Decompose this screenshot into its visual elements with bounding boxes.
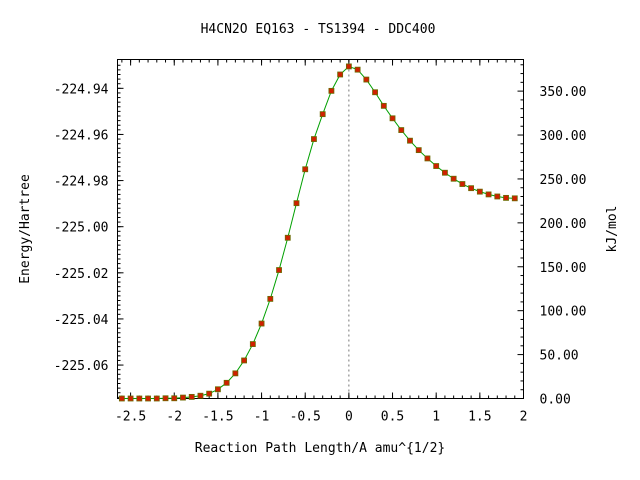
data-point	[302, 166, 309, 173]
data-point	[241, 357, 248, 364]
data-point	[223, 379, 230, 386]
data-point	[485, 191, 492, 198]
x-tick-label: -2.5	[115, 410, 146, 425]
y2-tick-label: 50.00	[540, 349, 579, 364]
energy-curve	[121, 65, 515, 399]
data-point	[398, 127, 405, 133]
data-point	[136, 395, 143, 402]
data-point	[232, 370, 239, 377]
data-point	[127, 395, 134, 402]
data-point	[153, 395, 160, 402]
data-point	[363, 76, 370, 83]
x-tick-label: 0.5	[381, 410, 404, 425]
y2-tick-label: 250.00	[540, 173, 587, 188]
data-point	[494, 193, 501, 200]
y-tick-label: -224.96	[54, 128, 109, 143]
data-point	[468, 185, 475, 192]
x-axis-label: Reaction Path Length/A amu^{1/2}	[195, 441, 445, 456]
x-tick-label: -0.5	[290, 410, 321, 425]
data-point	[511, 195, 518, 202]
x-tick-label: 1.5	[468, 410, 491, 425]
data-point	[503, 194, 509, 201]
data-point	[188, 393, 195, 400]
data-point	[354, 66, 361, 73]
y-tick-label: -224.94	[54, 82, 109, 97]
data-point	[319, 111, 326, 118]
x-tick-label: 1	[432, 410, 440, 425]
data-point	[197, 392, 204, 399]
chart-title: H4CN2O EQ163 - TS1394 - DDC400	[201, 22, 436, 37]
x-tick-label: 0	[345, 410, 353, 425]
data-point	[284, 234, 291, 241]
data-point	[118, 395, 125, 402]
data-point	[206, 390, 213, 397]
data-point	[459, 181, 466, 187]
data-point	[276, 267, 282, 273]
y-tick-label: -225.06	[54, 359, 109, 374]
data-point	[171, 395, 178, 402]
y-tick-label: -225.04	[54, 313, 109, 328]
y2-axis-label: kJ/mol	[605, 206, 620, 253]
y2-tick-label: 100.00	[540, 305, 587, 320]
y-tick-label: -224.98	[54, 175, 109, 190]
data-point	[162, 395, 169, 402]
y-tick-label: -225.00	[54, 221, 109, 236]
data-point	[407, 137, 413, 144]
y2-tick-label: 350.00	[540, 85, 587, 100]
x-axis: -2.5 -2 -1.5 -1 -0.5 0 0.5 1 1.5 2	[115, 59, 528, 425]
x-tick-label: -2	[166, 410, 182, 425]
data-point	[337, 71, 344, 78]
y-tick-label: -225.02	[54, 267, 109, 282]
data-point	[311, 136, 317, 142]
data-point	[249, 341, 256, 347]
plot-frame	[117, 59, 524, 399]
data-point	[258, 320, 265, 327]
data-point	[215, 386, 221, 393]
data-point	[145, 395, 151, 402]
y-axis-right: 0.00 50.00 100.00 150.00 200.00 250.00 300.00 3…	[517, 64, 587, 408]
data-point	[267, 295, 274, 302]
data-point	[345, 63, 352, 70]
y2-tick-label: 150.00	[540, 261, 587, 276]
x-tick-label: 2	[520, 410, 528, 425]
data-point	[380, 102, 387, 109]
data-point	[328, 87, 335, 94]
data-point	[415, 147, 422, 154]
y2-tick-label: 300.00	[540, 129, 587, 144]
y-axis-left: -224.94 -224.96 -224.98 -225.00 -225.02 -225.…	[54, 64, 124, 398]
data-point	[424, 155, 431, 162]
data-point	[476, 188, 483, 195]
x-tick-label: -1	[254, 410, 270, 425]
data-point	[389, 115, 396, 122]
y2-tick-label: 0.00	[540, 393, 571, 408]
data-point	[180, 394, 186, 401]
data-point	[442, 169, 448, 176]
data-point	[293, 200, 300, 207]
data-points	[118, 63, 518, 402]
data-point	[433, 163, 440, 169]
y2-tick-label: 200.00	[540, 217, 587, 232]
y-axis-label: Energy/Hartree	[18, 174, 33, 284]
data-point	[450, 175, 457, 182]
x-tick-label: -1.5	[202, 410, 233, 425]
data-point	[372, 89, 378, 96]
